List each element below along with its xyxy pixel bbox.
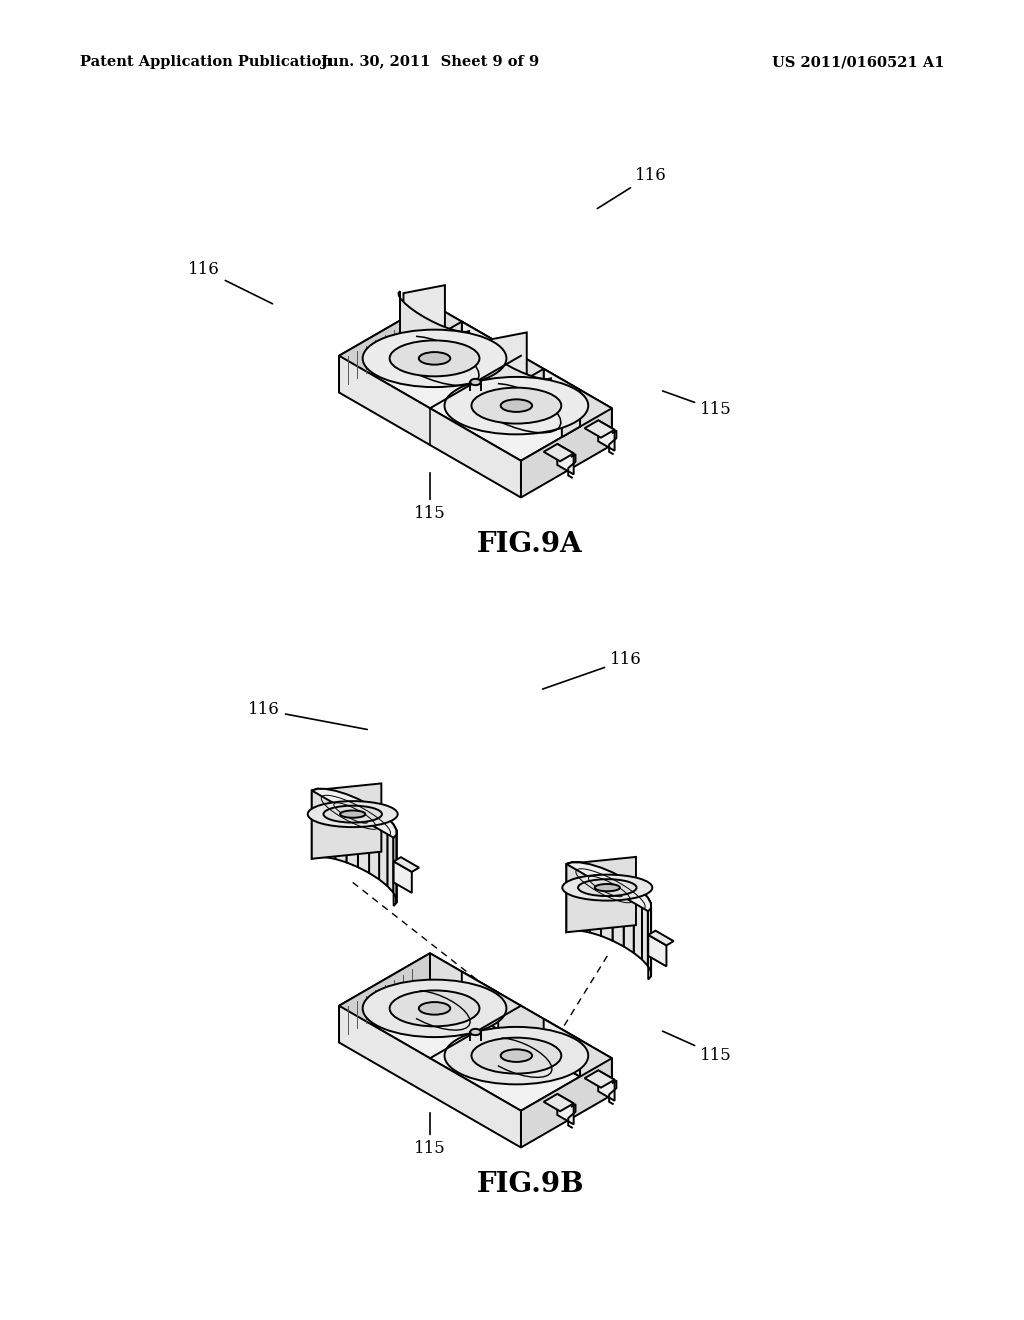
Polygon shape [544,1094,573,1111]
Polygon shape [580,862,590,932]
Polygon shape [311,789,396,838]
Ellipse shape [579,879,637,896]
Polygon shape [634,884,642,960]
Ellipse shape [419,352,451,364]
Polygon shape [339,356,521,498]
Ellipse shape [444,378,588,434]
Polygon shape [403,285,444,341]
Polygon shape [598,420,614,450]
Polygon shape [585,420,614,438]
Polygon shape [369,805,379,879]
Polygon shape [393,857,419,873]
Text: 115: 115 [414,473,445,521]
Polygon shape [339,953,430,1043]
Polygon shape [398,292,469,379]
Polygon shape [648,931,674,945]
Ellipse shape [501,400,532,412]
Ellipse shape [362,979,507,1038]
Polygon shape [566,857,636,932]
Polygon shape [544,444,573,461]
Text: 116: 116 [597,166,667,209]
Polygon shape [393,824,396,898]
Text: 116: 116 [248,701,368,730]
Polygon shape [430,953,612,1096]
Polygon shape [624,878,634,953]
Polygon shape [430,304,612,445]
Polygon shape [339,953,612,1110]
Polygon shape [544,1019,580,1077]
Ellipse shape [562,875,652,900]
Polygon shape [311,783,381,859]
Polygon shape [326,789,335,859]
Polygon shape [572,862,580,931]
Polygon shape [562,389,580,437]
Polygon shape [485,333,526,388]
Polygon shape [648,935,667,966]
Polygon shape [566,862,572,932]
Polygon shape [339,304,612,461]
Text: Patent Application Publication: Patent Application Publication [80,55,332,69]
Polygon shape [339,1006,521,1147]
Polygon shape [525,368,544,416]
Ellipse shape [340,810,366,818]
Text: 115: 115 [663,1031,732,1064]
Ellipse shape [595,884,620,891]
Ellipse shape [307,801,397,828]
Polygon shape [443,322,462,368]
Ellipse shape [444,1027,588,1084]
Polygon shape [480,343,499,389]
Polygon shape [393,862,412,892]
Polygon shape [346,795,358,867]
Polygon shape [566,862,651,911]
Polygon shape [339,304,430,392]
Ellipse shape [389,990,479,1027]
Ellipse shape [471,1038,561,1073]
Ellipse shape [470,379,480,385]
Polygon shape [311,789,396,838]
Polygon shape [648,908,651,979]
Polygon shape [480,338,551,426]
Polygon shape [601,867,612,941]
Polygon shape [393,834,396,906]
Text: 115: 115 [414,1113,445,1158]
Ellipse shape [389,341,479,376]
Ellipse shape [470,1028,480,1035]
Polygon shape [311,789,317,859]
Polygon shape [598,1071,614,1101]
Ellipse shape [362,330,507,387]
Text: 116: 116 [543,652,642,689]
Polygon shape [335,791,346,862]
Polygon shape [521,1059,612,1147]
Ellipse shape [501,1049,532,1061]
Polygon shape [521,408,612,498]
Polygon shape [462,322,499,379]
Text: US 2011/0160521 A1: US 2011/0160521 A1 [771,55,944,69]
Polygon shape [557,444,573,474]
Polygon shape [358,799,369,873]
Text: FIG.9B: FIG.9B [476,1172,584,1199]
Polygon shape [387,818,393,892]
Ellipse shape [419,1002,451,1015]
Polygon shape [612,873,624,946]
Polygon shape [566,862,651,911]
Polygon shape [317,789,326,857]
Text: 116: 116 [188,261,272,304]
Ellipse shape [324,805,382,822]
Polygon shape [585,1071,614,1088]
Text: Jun. 30, 2011  Sheet 9 of 9: Jun. 30, 2011 Sheet 9 of 9 [321,55,539,69]
Polygon shape [557,1094,573,1125]
Ellipse shape [471,388,561,424]
Polygon shape [544,368,580,426]
Text: FIG.9A: FIG.9A [477,532,583,558]
Polygon shape [379,810,387,886]
Polygon shape [642,891,648,966]
Polygon shape [462,972,499,1030]
Polygon shape [590,865,601,936]
Text: 115: 115 [663,391,732,418]
Polygon shape [648,898,651,972]
